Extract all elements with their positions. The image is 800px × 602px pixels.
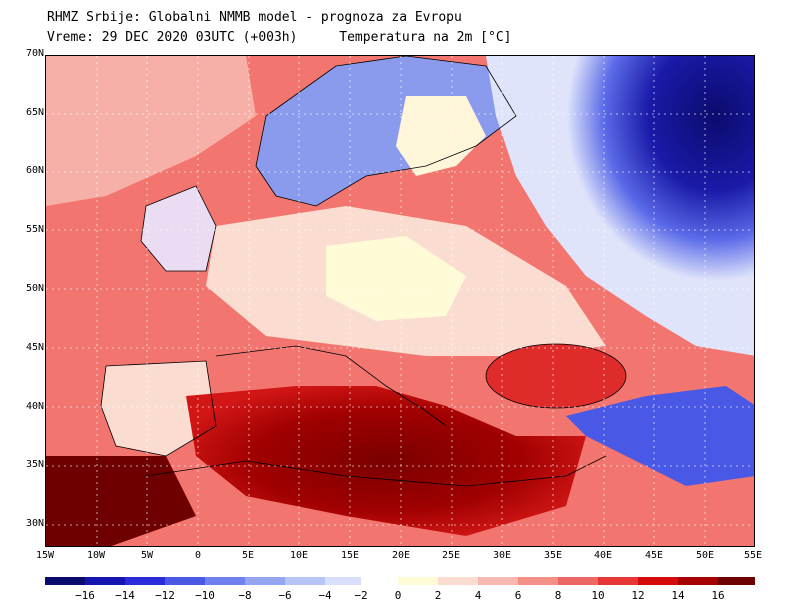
lon-label: 50E <box>695 550 715 561</box>
iberia-field <box>101 361 216 456</box>
field-name: Temperatura na 2m [°C] <box>339 30 512 45</box>
colorbar-swatch <box>678 577 718 585</box>
colorbar-tick: 8 <box>554 589 562 602</box>
germany-poland-field <box>326 236 466 321</box>
sahara-field <box>196 486 754 546</box>
colorbar-tick: 10 <box>591 589 605 602</box>
header: RHMZ Srbije: Globalni NMMB model - progn… <box>47 8 511 48</box>
colorbar-swatch <box>518 577 558 585</box>
valid-time: Vreme: 29 DEC 2020 03UTC (+003h) <box>47 30 298 45</box>
colorbar-swatch <box>85 577 125 585</box>
lat-label: 45N <box>25 342 44 353</box>
lat-label: 35N <box>25 459 44 470</box>
map-panel <box>45 55 755 547</box>
scandinavia-field <box>256 56 516 206</box>
lon-label: 5W <box>140 550 154 561</box>
temperature-map <box>46 56 754 546</box>
lon-label: 25E <box>441 550 461 561</box>
colorbar-swatch <box>598 577 638 585</box>
lat-label: 50N <box>25 283 44 294</box>
colorbar-tick: −8 <box>238 589 252 602</box>
colorbar-swatch <box>478 577 518 585</box>
colorbar-swatch <box>325 577 361 585</box>
lon-label: 5E <box>241 550 255 561</box>
colorbar-swatch <box>205 577 245 585</box>
lon-label: 45E <box>644 550 664 561</box>
north-africa-field <box>46 456 196 546</box>
colorbar-tick: −2 <box>354 589 368 602</box>
lon-label: 10W <box>86 550 106 561</box>
colorbar-tick: 0 <box>394 589 402 602</box>
colorbar-tick: −12 <box>155 589 175 602</box>
mediterranean-field <box>186 386 586 536</box>
colorbar-swatch <box>45 577 85 585</box>
lon-label: 15E <box>340 550 360 561</box>
russia-cold-field <box>486 56 754 356</box>
chart-title: RHMZ Srbije: Globalni NMMB model - progn… <box>47 10 462 25</box>
colorbar-tick: −16 <box>75 589 95 602</box>
north-atlantic-field <box>46 56 256 206</box>
colorbar-swatch <box>125 577 165 585</box>
lon-label: 0 <box>194 550 202 561</box>
header-line2: Vreme: 29 DEC 2020 03UTC (+003h) Tempera… <box>47 28 511 48</box>
coastlines <box>100 56 627 487</box>
lon-label: 40E <box>593 550 613 561</box>
colorbar-swatch <box>398 577 438 585</box>
colorbar-swatch <box>285 577 325 585</box>
finland-field <box>396 96 486 176</box>
lat-label: 30N <box>25 518 44 529</box>
colorbar-tick: −4 <box>318 589 332 602</box>
lat-label: 60N <box>25 165 44 176</box>
lon-label: 15W <box>35 550 55 561</box>
colorbar-tick: 12 <box>631 589 645 602</box>
colorbar-swatch <box>245 577 285 585</box>
colorbar-tick: 4 <box>474 589 482 602</box>
colorbar-tick: −6 <box>278 589 292 602</box>
lon-label: 55E <box>743 550 763 561</box>
lat-label: 70N <box>25 48 44 59</box>
lon-label: 30E <box>492 550 512 561</box>
colorbar-swatch <box>558 577 598 585</box>
colorbar-tick: 14 <box>671 589 685 602</box>
caucasus-cold-field <box>566 386 754 486</box>
lon-label: 10E <box>289 550 309 561</box>
lon-label: 35E <box>543 550 563 561</box>
colorbar-tick: 16 <box>711 589 725 602</box>
lat-label: 65N <box>25 107 44 118</box>
colorbar-tick: −10 <box>195 589 215 602</box>
colorbar-tick: 6 <box>514 589 522 602</box>
colorbar-swatch <box>718 577 755 585</box>
colorbar-swatch <box>638 577 678 585</box>
lon-label: 20E <box>391 550 411 561</box>
lat-label: 55N <box>25 224 44 235</box>
colorbar-tick: −14 <box>115 589 135 602</box>
colorbar-swatch <box>165 577 205 585</box>
british-isles-field <box>141 186 216 271</box>
lat-label: 40N <box>25 401 44 412</box>
graticule <box>46 56 754 546</box>
colorbar-tick: 2 <box>434 589 442 602</box>
colorbar-swatch <box>438 577 478 585</box>
black-sea-field <box>486 344 626 408</box>
